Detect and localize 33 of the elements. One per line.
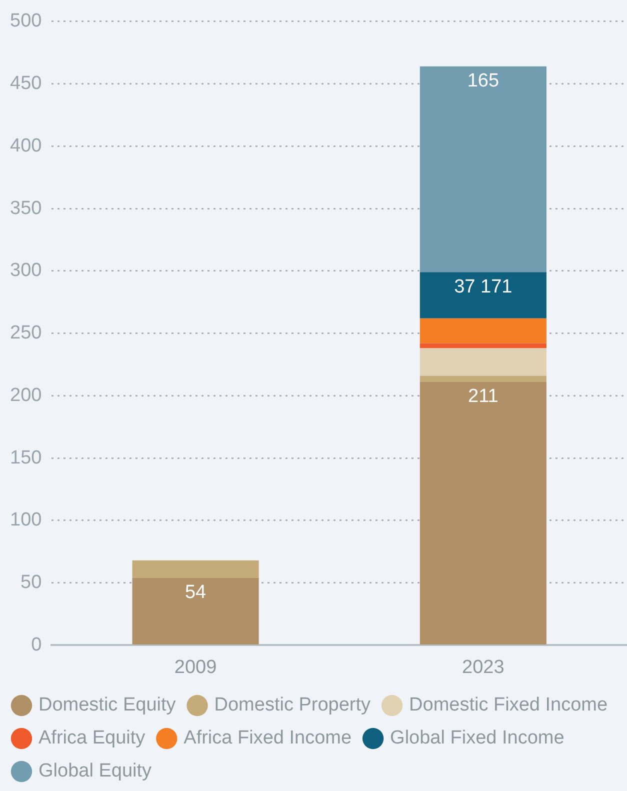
x-tick-label: 2023	[462, 656, 504, 678]
legend-label: Africa Fixed Income	[184, 728, 352, 749]
bar	[420, 382, 546, 644]
y-tick-label: 400	[10, 135, 42, 156]
data-label: 165	[467, 70, 500, 92]
y-tick-label: 200	[10, 384, 42, 406]
y-tick-label: 500	[10, 10, 42, 32]
y-tick-label: 100	[10, 510, 42, 531]
legend-label: Domestic Property	[214, 694, 372, 716]
bar	[420, 376, 546, 382]
legend-label: Global Fixed Income	[390, 728, 564, 749]
y-tick-label: 250	[10, 322, 42, 344]
legend-label: Domestic Equity	[38, 694, 176, 716]
y-tick-label: 150	[10, 447, 42, 468]
annotation: 37 171	[454, 276, 512, 298]
data-label: 211	[468, 386, 498, 408]
y-tick-label: 0	[31, 634, 42, 656]
bar	[420, 66, 546, 272]
bar	[420, 318, 546, 344]
y-tick-label: 350	[10, 198, 42, 219]
legend-label: Domestic Fixed Income	[409, 694, 608, 716]
y-tick-label: 50	[20, 572, 42, 594]
bar	[132, 560, 259, 578]
bar	[420, 348, 546, 376]
data-label: 54	[184, 582, 207, 604]
y-tick-label: 300	[10, 260, 42, 282]
bar	[132, 578, 259, 644]
bar	[420, 272, 546, 318]
bar	[420, 343, 546, 348]
legend-label: Global Equity	[38, 760, 152, 782]
y-tick-label: 450	[10, 73, 42, 94]
legend-label: Africa Equity	[38, 728, 146, 749]
x-tick-label: 2009	[174, 656, 217, 678]
